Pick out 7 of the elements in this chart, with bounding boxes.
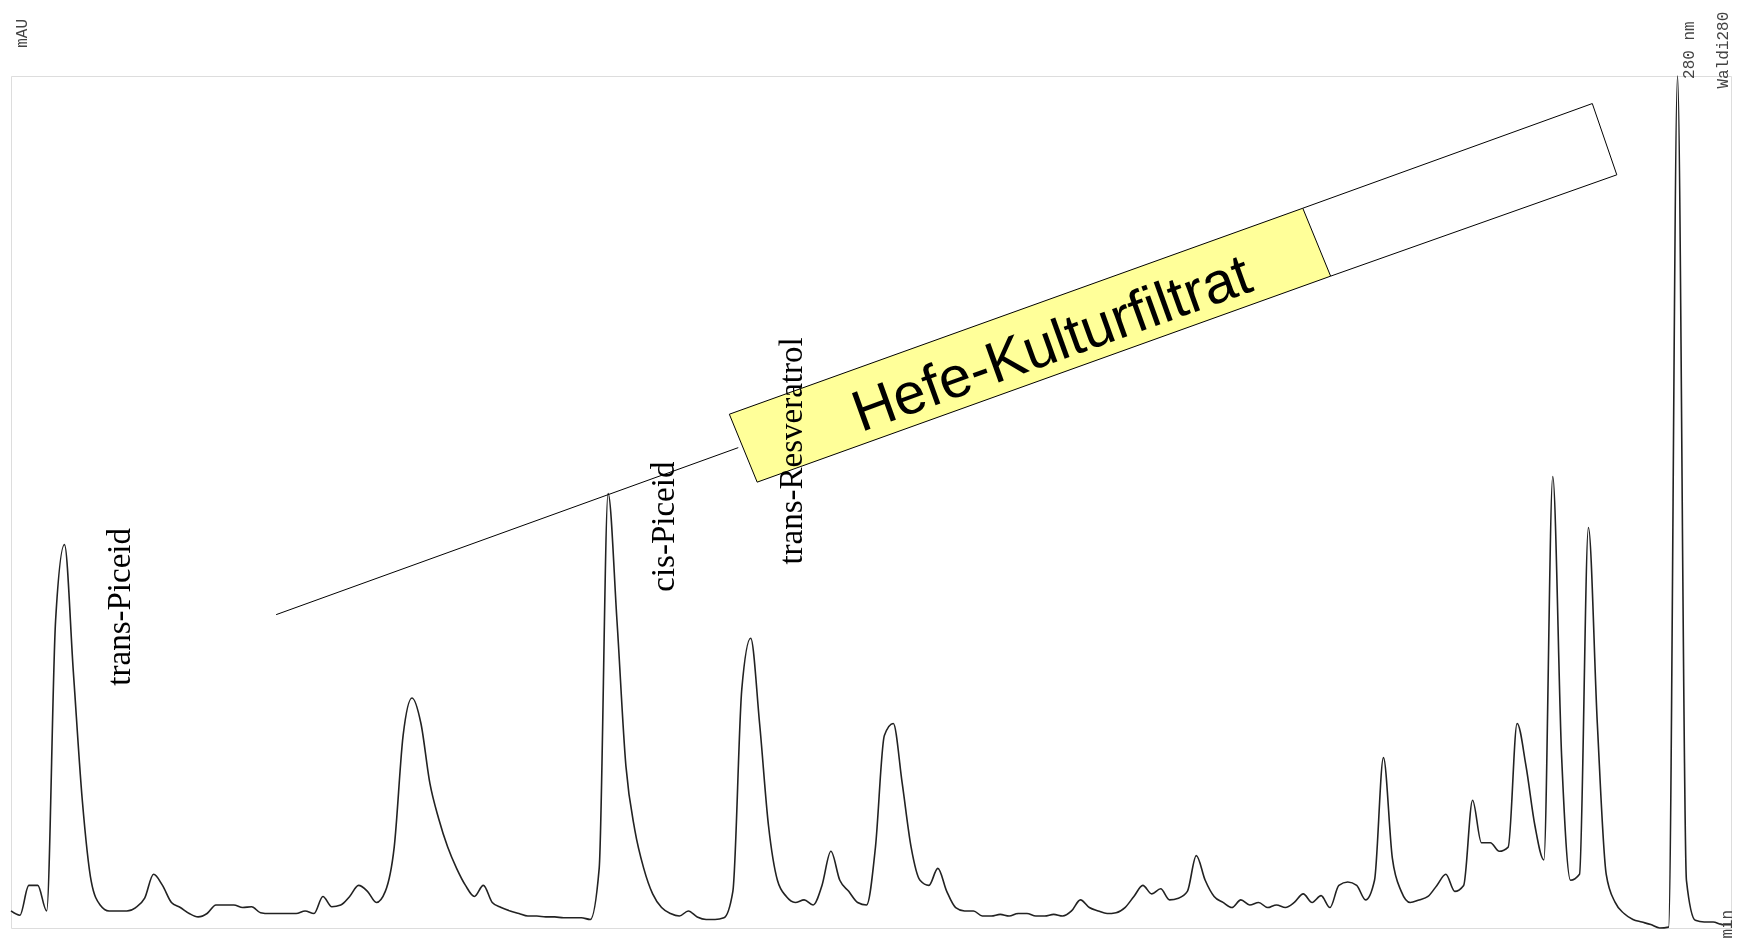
annotation: Waldi280 [1714, 11, 1733, 89]
annotation: cis-Piceid [644, 461, 681, 592]
y-axis-title: mAU [14, 19, 33, 48]
annotation: min [1719, 909, 1738, 939]
annotation: trans-Piceid [101, 527, 138, 686]
annotation: 280 nm [1681, 21, 1700, 79]
annotation: trans-Resveratrol [772, 337, 809, 565]
